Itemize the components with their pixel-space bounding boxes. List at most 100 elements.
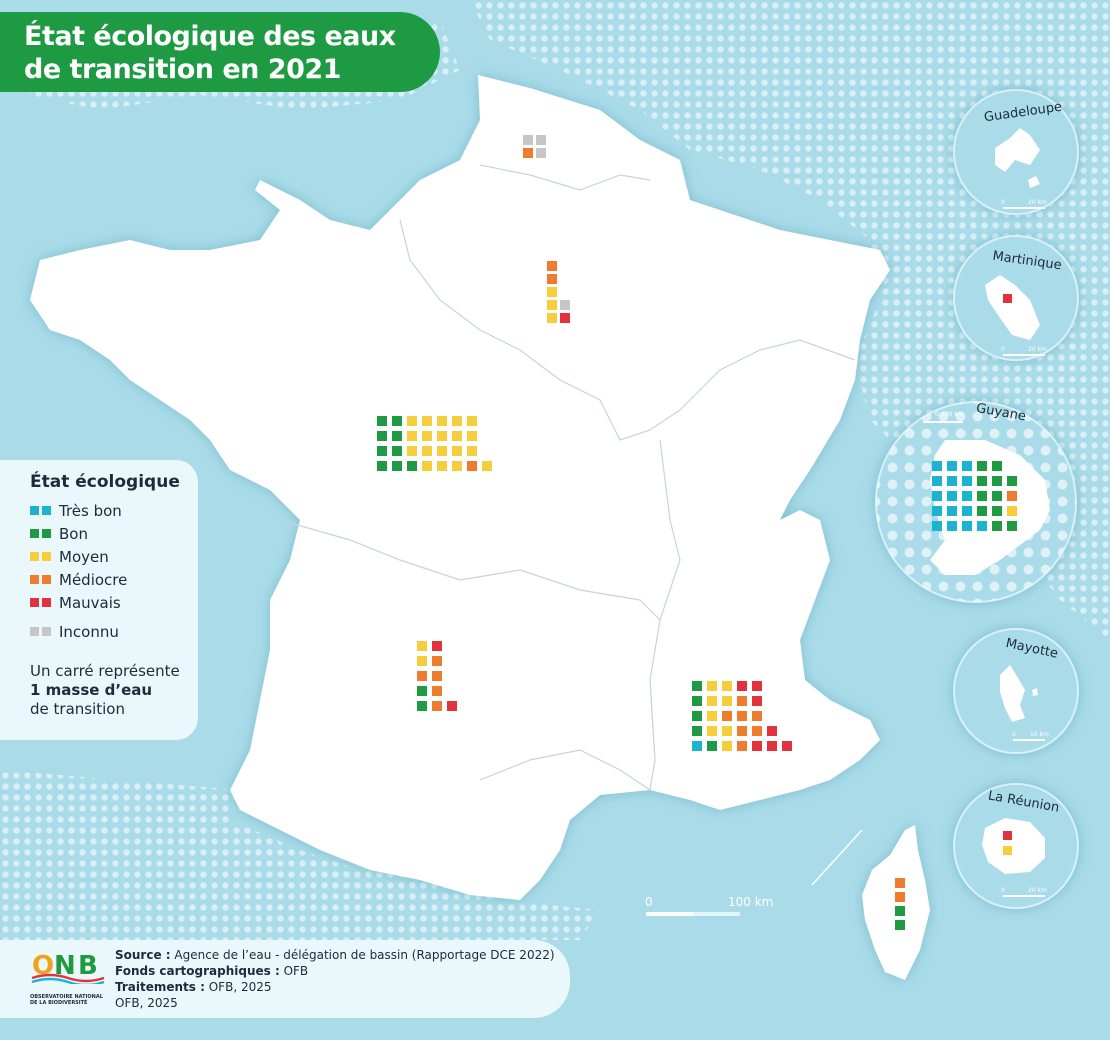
legend-note-line-3: de transition bbox=[30, 700, 125, 718]
water-body-square bbox=[692, 711, 702, 721]
water-body-square bbox=[1003, 294, 1012, 303]
main-scale-bar bbox=[646, 912, 740, 916]
water-body-square bbox=[437, 461, 447, 471]
guyane-scale: 100 km bbox=[941, 411, 964, 418]
water-body-square bbox=[432, 686, 442, 696]
basin-guyane bbox=[932, 461, 1017, 531]
water-body-square bbox=[377, 446, 387, 456]
guadeloupe-inset: Guadeloupe 0 20 km bbox=[953, 89, 1079, 215]
water-body-square bbox=[407, 446, 417, 456]
water-body-square bbox=[432, 701, 442, 711]
water-body-square bbox=[722, 741, 732, 751]
water-body-square bbox=[752, 741, 762, 751]
water-body-square bbox=[437, 446, 447, 456]
legend-swatch bbox=[30, 529, 39, 538]
basin-loire-bretagne bbox=[377, 416, 492, 471]
legend-title: État écologique bbox=[30, 472, 180, 492]
water-body-square bbox=[467, 461, 477, 471]
water-body-square bbox=[752, 681, 762, 691]
water-body-square bbox=[977, 506, 987, 516]
water-body-square bbox=[417, 671, 427, 681]
legend-label: Bon bbox=[59, 524, 88, 543]
title-line-2: de transition en 2021 bbox=[24, 54, 341, 85]
water-body-square bbox=[523, 148, 533, 158]
legend-swatch bbox=[30, 598, 39, 607]
legend-item-mauvais: Mauvais bbox=[30, 592, 121, 612]
guadeloupe-scale: 20 km bbox=[1028, 199, 1047, 206]
water-body-square bbox=[536, 148, 546, 158]
water-body-square bbox=[962, 506, 972, 516]
water-body-square bbox=[767, 741, 777, 751]
water-body-square bbox=[392, 461, 402, 471]
svg-text:O: O bbox=[32, 951, 54, 981]
water-body-square bbox=[895, 878, 905, 888]
basin-seine-normandie bbox=[547, 261, 570, 323]
france-mainland bbox=[30, 75, 890, 900]
scale-label: 100 km bbox=[728, 895, 774, 909]
water-body-square bbox=[782, 741, 792, 751]
water-body-square bbox=[932, 506, 942, 516]
water-body-squares bbox=[377, 135, 1017, 930]
water-body-square bbox=[895, 892, 905, 902]
mayotte-inset: Mayotte 0 10 km bbox=[953, 628, 1079, 754]
water-body-square bbox=[895, 906, 905, 916]
water-body-square bbox=[947, 461, 957, 471]
svg-text:B: B bbox=[78, 951, 98, 981]
legend-item-bon: Bon bbox=[30, 523, 88, 543]
scale-zero: 0 bbox=[645, 895, 653, 909]
water-body-square bbox=[407, 416, 417, 426]
water-body-square bbox=[932, 491, 942, 501]
water-body-square bbox=[392, 416, 402, 426]
water-body-square bbox=[707, 726, 717, 736]
water-body-square bbox=[452, 446, 462, 456]
mayotte-scale-zero: 0 bbox=[1012, 731, 1016, 738]
water-body-square bbox=[722, 726, 732, 736]
water-body-square bbox=[947, 521, 957, 531]
water-body-square bbox=[767, 726, 777, 736]
water-body-square bbox=[737, 741, 747, 751]
legend-swatch bbox=[42, 529, 51, 538]
water-body-square bbox=[417, 686, 427, 696]
water-body-square bbox=[417, 701, 427, 711]
legend-label: Inconnu bbox=[59, 622, 119, 641]
water-body-square bbox=[947, 506, 957, 516]
title-banner: État écologique des eaux de transition e… bbox=[0, 12, 440, 92]
water-body-square bbox=[422, 461, 432, 471]
water-body-square bbox=[737, 681, 747, 691]
corsica bbox=[862, 825, 930, 980]
water-body-square bbox=[692, 741, 702, 751]
source-lines: Source : Agence de l’eau - délégation de… bbox=[115, 947, 555, 1011]
water-body-square bbox=[707, 711, 717, 721]
water-body-square bbox=[992, 521, 1002, 531]
water-body-square bbox=[547, 274, 557, 284]
water-body-square bbox=[432, 641, 442, 651]
water-body-square bbox=[417, 641, 427, 651]
water-body-square bbox=[977, 461, 987, 471]
basin-corse bbox=[895, 878, 905, 930]
basin-martinique bbox=[1003, 294, 1012, 303]
water-body-square bbox=[722, 711, 732, 721]
water-body-square bbox=[707, 681, 717, 691]
water-body-square bbox=[977, 491, 987, 501]
legend-panel: État écologique Très bon Bon Moyen Médiocre… bbox=[0, 460, 198, 740]
legend-swatch bbox=[30, 575, 39, 584]
water-body-square bbox=[447, 701, 457, 711]
legend-swatch bbox=[30, 627, 39, 636]
water-body-square bbox=[737, 696, 747, 706]
legend-item-mediocre: Médiocre bbox=[30, 569, 127, 589]
guyane-inset: Guyane 0 100 km bbox=[875, 401, 1077, 603]
onb-logo-text: OBSERVATOIRE NATIONAL DE LA BIODIVERSITÉ bbox=[30, 994, 103, 1006]
water-body-square bbox=[392, 431, 402, 441]
water-body-square bbox=[467, 446, 477, 456]
water-body-square bbox=[692, 726, 702, 736]
water-body-square bbox=[536, 135, 546, 145]
water-body-square bbox=[1003, 831, 1012, 840]
water-body-square bbox=[422, 431, 432, 441]
water-body-square bbox=[962, 521, 972, 531]
water-body-square bbox=[452, 416, 462, 426]
water-body-square bbox=[895, 920, 905, 930]
corsica-separator bbox=[811, 829, 863, 886]
water-body-square bbox=[482, 461, 492, 471]
water-body-square bbox=[1007, 521, 1017, 531]
